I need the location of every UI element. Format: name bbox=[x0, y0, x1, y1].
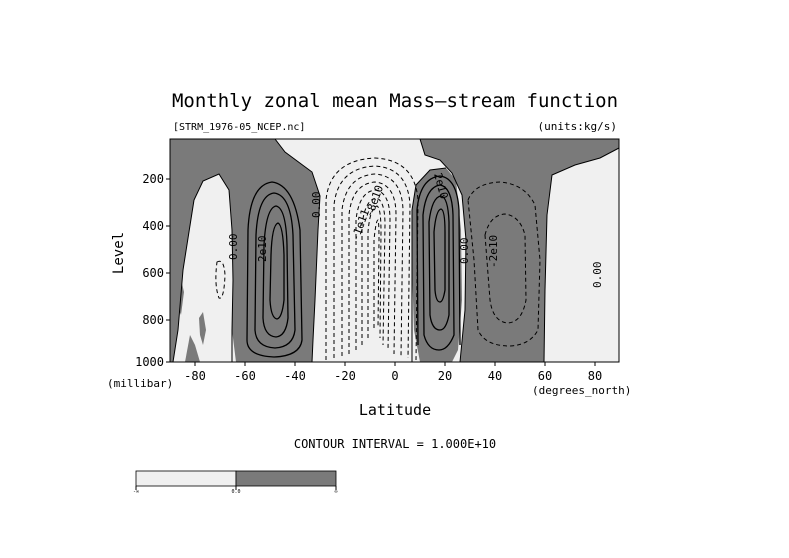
contour-interval-label: CONTOUR INTERVAL = 1.000E+10 bbox=[294, 437, 496, 451]
colorbar-positive bbox=[235, 470, 337, 487]
y-tick-label: 400 bbox=[142, 219, 164, 233]
y-tick-label: 800 bbox=[142, 313, 164, 327]
contour-label: 0.00 bbox=[458, 238, 471, 265]
y-tick-label: 200 bbox=[142, 172, 164, 186]
x-tick-labels: -80 -60 -40 -20 0 20 40 60 80 bbox=[184, 369, 602, 383]
contours-southern-cell bbox=[246, 181, 303, 358]
colorbar-label: 0.0 bbox=[231, 489, 240, 495]
colorbar-negative bbox=[135, 470, 237, 487]
chart-title: Monthly zonal mean Mass—stream function bbox=[172, 90, 618, 112]
y-tick-label: 600 bbox=[142, 266, 164, 280]
contours-nh-negative bbox=[467, 181, 541, 347]
units-label: (units:kg/s) bbox=[538, 120, 617, 133]
colorbar-label: -∞ bbox=[133, 489, 139, 495]
contour-label: -2e10 bbox=[487, 235, 500, 268]
x-tick-label: -60 bbox=[234, 369, 256, 383]
y-unit-label: (millibar) bbox=[107, 377, 173, 390]
x-unit-label: (degrees_north) bbox=[532, 384, 631, 397]
x-tick-label: 80 bbox=[588, 369, 602, 383]
contours-tropical-negative bbox=[325, 157, 419, 361]
contour-sh-polar bbox=[215, 260, 226, 299]
shaded-region-ne-band bbox=[420, 139, 619, 362]
contour-label: 0.00 bbox=[591, 262, 604, 289]
contour-label: 0.00 bbox=[310, 192, 323, 219]
shaded-region-polar-2 bbox=[199, 312, 206, 345]
contours-zero bbox=[172, 139, 619, 362]
colorbar-label: ∞ bbox=[334, 489, 337, 495]
x-tick-label: -20 bbox=[334, 369, 356, 383]
x-tick-label: 0 bbox=[391, 369, 398, 383]
x-tick-label: -40 bbox=[284, 369, 306, 383]
colorbar: -∞ 0.0 ∞ bbox=[133, 470, 338, 495]
plot-area bbox=[170, 139, 619, 362]
x-axis-title: Latitude bbox=[359, 401, 431, 419]
x-tick-label: -80 bbox=[184, 369, 206, 383]
file-label: [STRM_1976-05_NCEP.nc] bbox=[173, 122, 305, 133]
x-tick-label: 20 bbox=[438, 369, 452, 383]
shaded-region-polar-3 bbox=[185, 335, 200, 362]
x-tick-label: 60 bbox=[538, 369, 552, 383]
y-tick-labels: 200 400 600 800 1000 bbox=[135, 172, 164, 369]
y-tick-label: 1000 bbox=[135, 355, 164, 369]
x-tick-label: 40 bbox=[488, 369, 502, 383]
y-axis-title: Level bbox=[111, 232, 127, 274]
contour-label: 0.00 bbox=[227, 234, 240, 261]
contour-label: 2e10 bbox=[256, 236, 269, 263]
contours-nh-cell bbox=[416, 175, 461, 351]
axis-ticks bbox=[166, 178, 596, 366]
